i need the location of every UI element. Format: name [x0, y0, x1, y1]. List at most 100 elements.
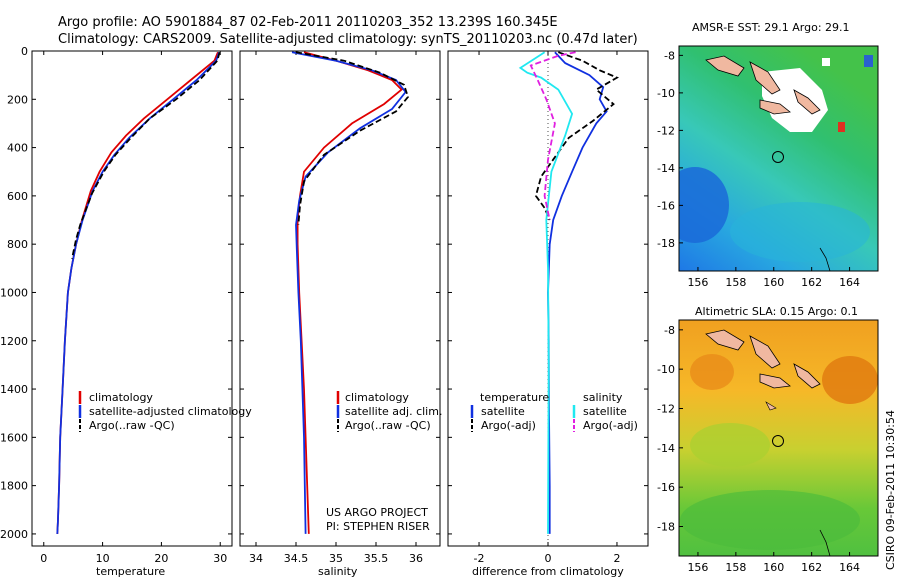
legend-title-salinity: salinity: [583, 391, 623, 404]
x-tick-label: 30: [213, 552, 227, 565]
map-y-tick-label: -10: [657, 87, 675, 100]
series-temperature-argo-adj: [534, 51, 620, 221]
map-y-tick-label: -14: [657, 442, 675, 455]
sst-argo-location-marker: [772, 151, 784, 163]
coastline-vanuatu: [819, 529, 831, 556]
map-x-tick-label: 164: [839, 276, 860, 289]
map-y-tick-label: -18: [657, 237, 675, 250]
series-climatology: [296, 51, 403, 534]
profile-series: [56, 51, 620, 534]
map-x-tick-label: 158: [725, 276, 746, 289]
x-tick-label: 34.5: [284, 552, 309, 565]
legend-label-climatology: climatology: [89, 391, 153, 404]
sst-map-field: [679, 46, 878, 271]
x-tick-label: 0: [545, 552, 552, 565]
figure-title-line1: Argo profile: AO 5901884_87 02-Feb-2011 …: [58, 15, 558, 30]
sst-missing-data: [762, 68, 828, 132]
legend-label-temp-satellite: satellite: [481, 405, 525, 418]
map-x-tick-label: 160: [763, 276, 784, 289]
legend-title-temperature: temperature: [480, 391, 549, 404]
axis-ticks: 0 10 20 30020040060080010001200140016001800…: [0, 45, 648, 565]
legend-label-argo: Argo(..raw -QC): [89, 419, 175, 432]
figure-title-line2: Climatology: CARS2009. Satellite-adjuste…: [58, 32, 638, 47]
map-x-tick-label: 160: [763, 561, 784, 574]
sla-argo-location-marker: [772, 435, 784, 447]
coastline-vanuatu: [819, 247, 831, 271]
map-x-tick-label: 164: [839, 561, 860, 574]
salinity-legend: climatology satellite adj. clim. Argo(..…: [336, 391, 442, 432]
y-tick-label: 200: [7, 93, 28, 106]
difference-xlabel: difference from climatology: [472, 565, 624, 578]
map-x-tick-label: 162: [801, 561, 822, 574]
legend-label-temp-argo: Argo(-adj): [481, 419, 536, 432]
project-line1: US ARGO PROJECT: [326, 506, 428, 519]
sst-cool-spot: [864, 55, 873, 67]
difference-legend: temperature salinity satellite Argo(-adj…: [470, 391, 638, 432]
x-tick-label: 34: [249, 552, 263, 565]
sst-map-title: AMSR-E SST: 29.1 Argo: 29.1: [692, 21, 850, 34]
sst-map-ticks: 156 158 160 162 164 -8 -10 -12 -14 -16 -18: [657, 49, 860, 289]
salinity-panel-frame: [239, 50, 441, 547]
series-argo-raw-qc: [295, 51, 410, 225]
island-choiseul: [705, 55, 745, 77]
credit-text: CSIRO 09-Feb-2011 10:30:54: [884, 410, 897, 570]
series-climatology: [56, 51, 219, 534]
sst-map-frame: [678, 45, 879, 272]
map-x-tick-label: 156: [687, 276, 708, 289]
y-tick-label: 0: [21, 45, 28, 58]
legend-label-satellite: satellite-adjusted climatology: [89, 405, 252, 418]
series-satellite-adj-clim: [291, 51, 407, 534]
x-tick-label: 10: [96, 552, 110, 565]
map-y-tick-label: -18: [657, 521, 675, 534]
y-tick-label: 1200: [0, 335, 28, 348]
map-x-tick-label: 156: [687, 561, 708, 574]
y-tick-label: 1000: [0, 286, 28, 299]
temperature-xlabel: temperature: [96, 565, 165, 578]
x-tick-label: 20: [154, 552, 168, 565]
island-guadalcanal: [759, 373, 791, 389]
island-malaita: [793, 363, 821, 389]
y-tick-label: 2000: [0, 528, 28, 541]
map-y-tick-label: -16: [657, 481, 675, 494]
legend-label-sal-argo: Argo(-adj): [583, 419, 638, 432]
y-tick-label: 400: [7, 142, 28, 155]
sla-high-patch: [822, 356, 878, 404]
sla-mid-patch: [690, 423, 770, 467]
sst-mid-patch: [730, 202, 870, 262]
x-tick-label: 2: [613, 552, 620, 565]
legend-label-argo: Argo(..raw -QC): [345, 419, 431, 432]
x-tick-label: -2: [474, 552, 485, 565]
map-y-tick-label: -8: [664, 49, 675, 62]
x-tick-label: 35: [329, 552, 343, 565]
y-tick-label: 1600: [0, 431, 28, 444]
island-rennell: [765, 401, 777, 411]
island-guadalcanal: [759, 99, 791, 115]
island-choiseul: [705, 329, 745, 351]
map-y-tick-label: -16: [657, 199, 675, 212]
y-tick-label: 1400: [0, 383, 28, 396]
sst-missing-data-small: [822, 58, 830, 66]
y-tick-label: 800: [7, 238, 28, 251]
map-y-tick-label: -12: [657, 403, 675, 416]
x-tick-label: 0: [40, 552, 47, 565]
sst-cool-patch: [679, 167, 729, 243]
legend-label-satellite: satellite adj. clim.: [345, 405, 442, 418]
y-tick-label: 600: [7, 190, 28, 203]
map-y-tick-label: -12: [657, 124, 675, 137]
island-santa-isabel: [749, 335, 781, 369]
map-y-tick-label: -14: [657, 162, 675, 175]
map-x-tick-label: 158: [725, 561, 746, 574]
temperature-legend: climatology satellite-adjusted climatolo…: [78, 391, 252, 432]
salinity-xlabel: salinity: [318, 565, 358, 578]
island-malaita: [793, 89, 821, 115]
series-temperature-satellite: [547, 51, 608, 534]
temperature-panel-frame: [31, 50, 233, 547]
series-salinity-argo-adj: [529, 51, 576, 221]
sla-high-patch-west: [690, 354, 734, 390]
series-salinity-satellite: [518, 51, 574, 534]
series-argo-raw-qc: [71, 51, 221, 259]
y-tick-label: 1800: [0, 480, 28, 493]
island-santa-isabel: [749, 61, 781, 95]
sla-map-ticks: 156 158 160 162 164 -8 -10 -12 -14 -16 -18: [657, 324, 860, 574]
